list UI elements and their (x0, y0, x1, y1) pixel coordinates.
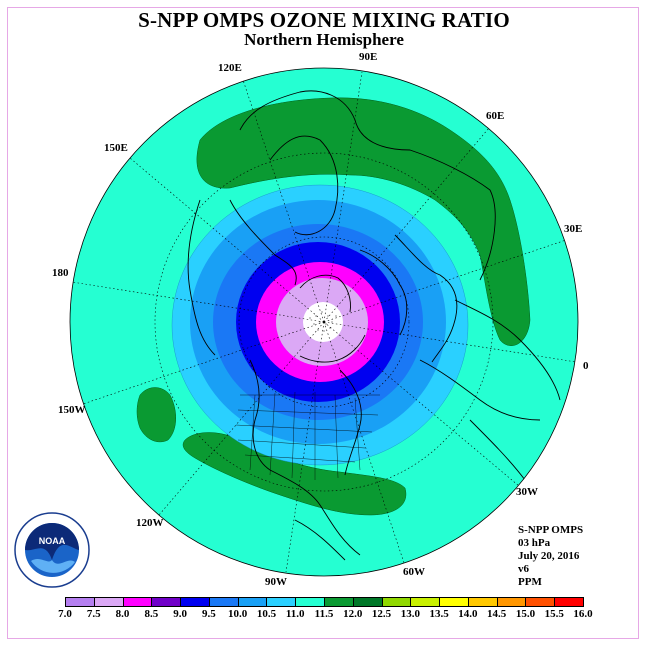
colorbar-tick-label: 16.0 (573, 608, 593, 620)
noaa-logo-text: NOAA (39, 536, 66, 546)
colorbar-swatch (352, 597, 383, 607)
coastlines (187, 90, 561, 561)
noaa-logo: NOAA (14, 512, 90, 588)
colorbar-swatch (554, 597, 584, 607)
lon-label-120w: 120W (136, 517, 164, 529)
lon-label-90e: 90E (359, 51, 378, 63)
colorbar-swatch (381, 597, 412, 607)
colorbar-tick-label: 14.0 (458, 608, 478, 620)
colorbar-swatch (410, 597, 441, 607)
colorbar-tick-label: 9.5 (202, 608, 216, 620)
colorbar-tick-label: 15.0 (515, 608, 536, 620)
map-title: S-NPP OMPS OZONE MIXING RATIO (138, 8, 510, 32)
polar-stipple (309, 311, 337, 332)
ozone-band-green-north (196, 97, 531, 346)
colorbar-tick-label: 12.0 (343, 608, 363, 620)
map-boundary (69, 67, 579, 577)
colorbar-swatch (65, 597, 95, 607)
lon-label-60e: 60E (486, 110, 505, 122)
regional-grid (235, 391, 380, 480)
lon-label-180: 180 (52, 267, 69, 279)
colorbar-tick-label: 13.0 (400, 608, 420, 620)
colorbar-tick-label: 10.5 (256, 608, 277, 620)
colorbar-tick-label: 11.5 (314, 608, 334, 620)
colorbar-tick-label: 15.5 (544, 608, 564, 620)
colorbar-swatch (324, 597, 354, 607)
colorbar-tick-label: 14.5 (487, 608, 507, 620)
colorbar-tick-label: 10.0 (228, 608, 248, 620)
colorbar-swatch (208, 597, 239, 607)
ozone-band-green-west (136, 387, 176, 443)
graticule (71, 71, 577, 573)
info-date: July 20, 2016 (518, 550, 580, 562)
info-units: PPM (518, 576, 542, 588)
colorbar-swatch (93, 597, 124, 607)
colorbar-swatch (496, 597, 527, 607)
colorbar-swatch (295, 597, 325, 607)
info-version: v6 (518, 563, 529, 575)
colorbar-tick-label: 12.5 (371, 608, 392, 620)
lon-label-150e: 150E (104, 142, 128, 154)
colorbar-tick-label: 7.5 (86, 608, 101, 620)
colorbar-tick-label: 11.0 (285, 608, 305, 620)
map-subtitle: Northern Hemisphere (244, 30, 404, 49)
lon-label-0: 0 (583, 360, 589, 372)
lon-label-30e: 30E (564, 223, 583, 235)
colorbar-tick-label: 13.5 (429, 608, 449, 620)
lon-label-30w: 30W (516, 486, 538, 498)
lon-label-90w: 90W (265, 576, 287, 588)
colorbar-swatch (439, 597, 469, 607)
colorbar-swatch (266, 597, 297, 607)
colorbar-swatch (180, 597, 210, 607)
lon-label-120e: 120E (218, 62, 242, 74)
figure-frame (7, 7, 639, 639)
colorbar-tick-label: 9.0 (173, 608, 187, 620)
colorbar-tick-label: 7.0 (58, 608, 72, 620)
info-block: S-NPP OMPS 03 hPa July 20, 2016 v6 PPM (518, 524, 583, 589)
info-level: 03 hPa (518, 537, 551, 549)
lon-label-150w: 150W (58, 404, 86, 416)
colorbar-swatch (467, 597, 498, 607)
colorbar-tick-label: 8.5 (144, 608, 159, 620)
colorbar-swatch (525, 597, 556, 607)
colorbar-swatch (122, 597, 153, 607)
colorbar-swatch (151, 597, 182, 607)
info-instrument: S-NPP OMPS (518, 524, 584, 536)
colorbar-swatch (237, 597, 268, 607)
colorbar-tick-label: 8.0 (115, 608, 130, 620)
lon-label-60w: 60W (403, 566, 425, 578)
